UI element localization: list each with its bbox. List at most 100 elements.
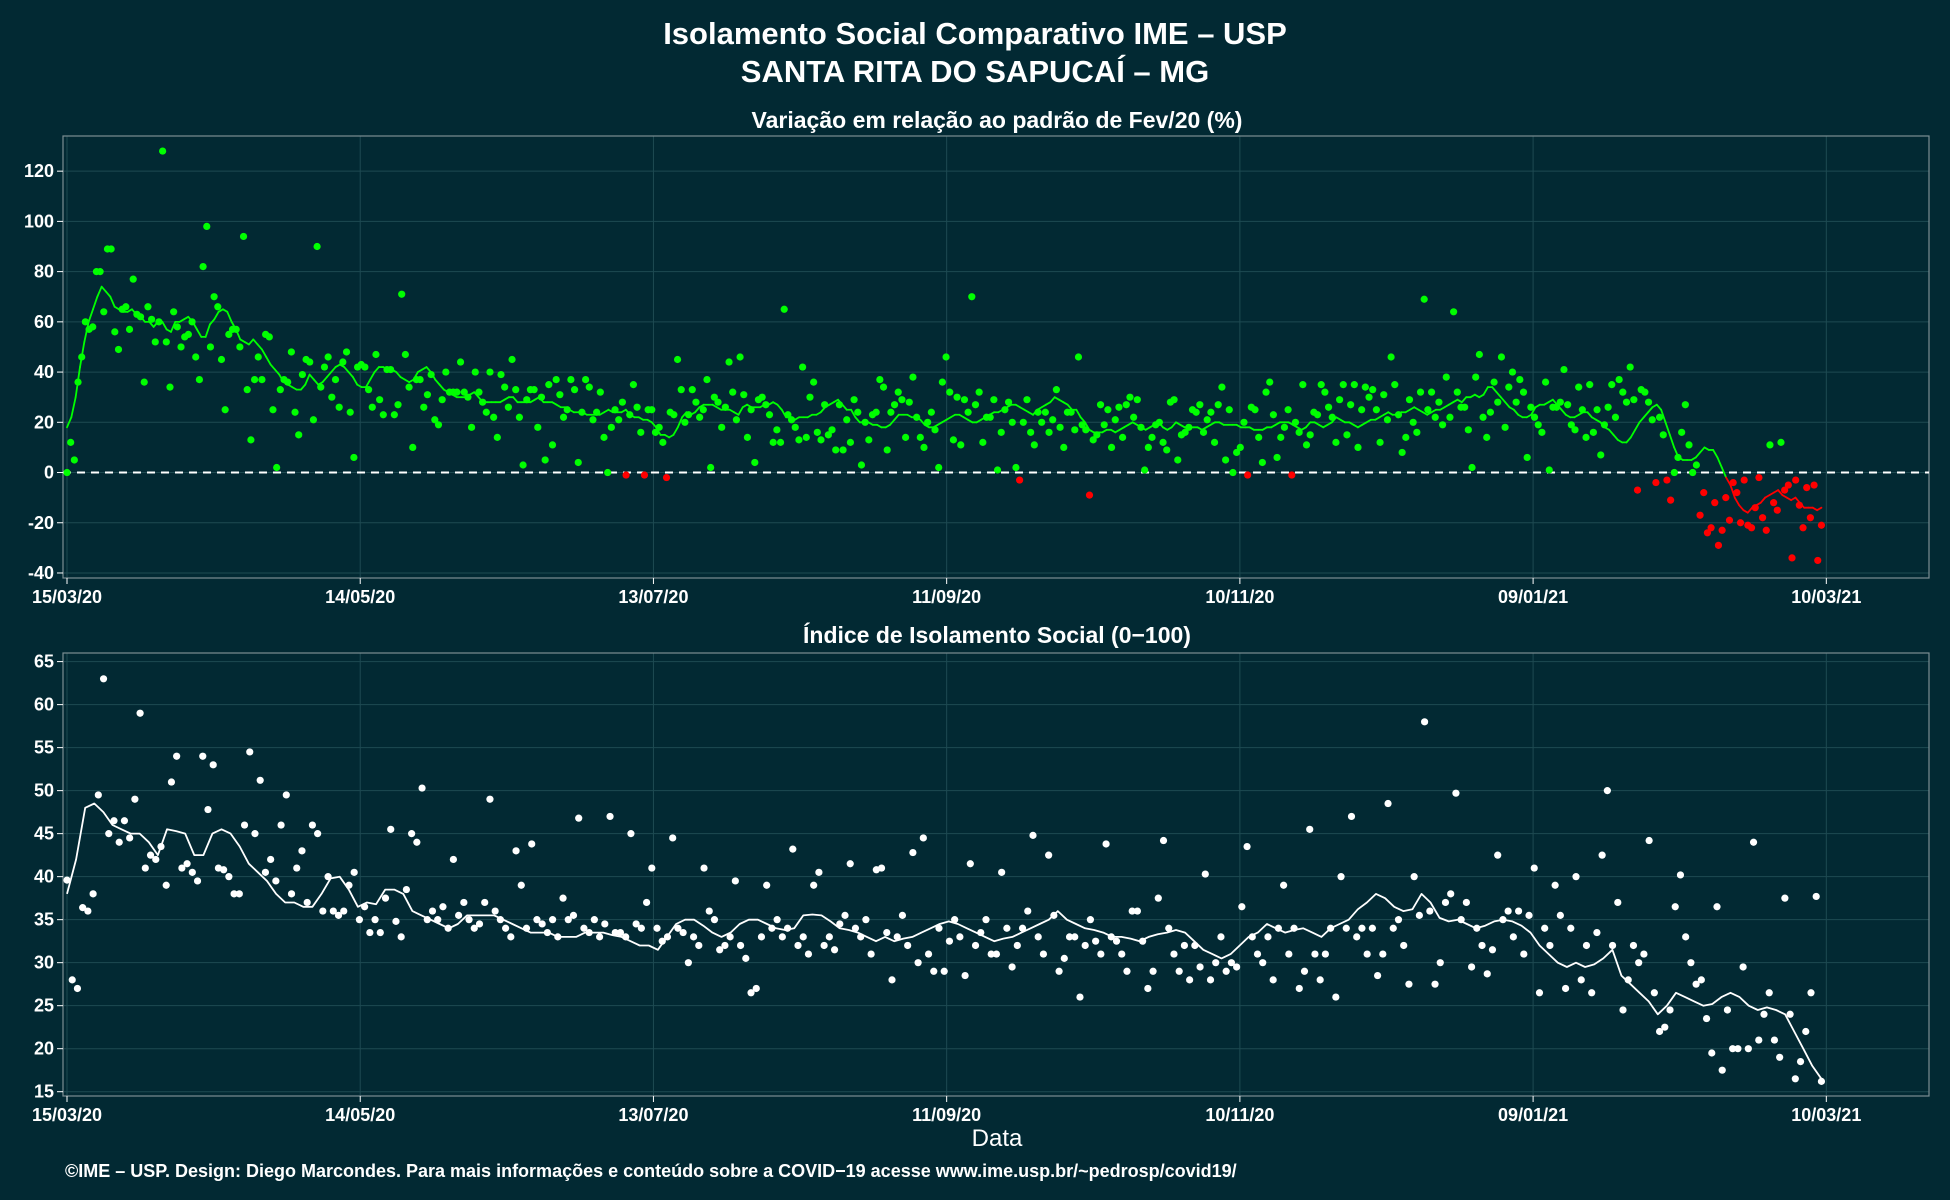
data-point — [1452, 789, 1460, 797]
data-point — [663, 933, 672, 941]
data-point — [79, 904, 87, 912]
data-point — [710, 916, 719, 924]
data-point — [1199, 428, 1208, 436]
y-tick-label: -20 — [28, 513, 54, 533]
data-point — [721, 403, 729, 411]
data-point — [1353, 933, 1361, 941]
data-point — [68, 976, 76, 984]
average-line-segment — [105, 290, 112, 298]
data-point — [1012, 463, 1020, 472]
y-tick-label: 80 — [34, 262, 54, 282]
data-point — [653, 924, 661, 932]
data-point — [246, 748, 254, 756]
data-point — [146, 851, 155, 859]
index-points — [63, 675, 1826, 1085]
data-point — [284, 378, 292, 386]
average-line-segment — [1608, 428, 1615, 436]
data-point — [502, 924, 510, 932]
data-point — [1409, 418, 1417, 426]
data-point — [1102, 840, 1110, 848]
average-line-segment — [1079, 416, 1086, 424]
data-point — [1273, 453, 1281, 462]
data-point — [705, 907, 713, 915]
data-point — [762, 401, 770, 409]
data-point — [287, 348, 295, 356]
data-point — [791, 423, 799, 431]
data-point — [81, 318, 89, 326]
data-point — [632, 920, 640, 928]
average-line-segment — [87, 308, 94, 323]
data-point — [651, 428, 660, 436]
data-point — [742, 954, 750, 962]
data-point — [1457, 916, 1465, 924]
data-point — [1067, 408, 1075, 416]
data-point — [1327, 924, 1335, 932]
data-point — [945, 937, 954, 945]
data-point — [732, 416, 741, 424]
panel2-frame — [62, 652, 1930, 1097]
data-point — [1619, 388, 1627, 396]
data-point — [456, 358, 465, 366]
data-point — [1597, 451, 1605, 459]
data-point — [1328, 413, 1336, 421]
data-point — [637, 428, 645, 436]
data-point — [1630, 396, 1638, 404]
average-line-segment — [1305, 421, 1312, 429]
data-point — [1093, 431, 1101, 439]
data-point — [159, 147, 167, 155]
data-point — [648, 406, 656, 414]
data-point — [136, 313, 145, 321]
data-point — [1817, 521, 1826, 529]
average-line-segment — [1664, 421, 1671, 436]
data-point — [1553, 403, 1561, 411]
data-point — [1398, 448, 1406, 457]
data-point — [541, 456, 549, 464]
average-line-segment — [209, 318, 216, 326]
average-line-segment — [304, 373, 311, 386]
data-point — [1218, 383, 1226, 391]
data-point — [528, 840, 536, 848]
average-line-segment — [919, 418, 926, 426]
data-point — [1781, 894, 1789, 902]
average-line-segment — [148, 320, 155, 328]
data-point — [199, 752, 207, 760]
y-tick-label: 15 — [34, 1082, 54, 1102]
average-line-segment — [196, 328, 203, 338]
data-point — [1667, 496, 1675, 504]
data-point — [1233, 448, 1241, 457]
data-point — [946, 388, 954, 396]
data-point — [1687, 959, 1695, 967]
data-point — [1682, 933, 1690, 941]
data-point — [1729, 478, 1737, 487]
data-point — [67, 438, 75, 446]
data-point — [567, 376, 575, 384]
y-tick-label: -40 — [28, 563, 54, 583]
y-tick-label: 40 — [34, 362, 54, 382]
data-point — [1807, 989, 1815, 997]
data-point — [1442, 373, 1450, 381]
data-point — [467, 423, 476, 431]
data-point — [1527, 403, 1535, 411]
data-point — [1262, 388, 1270, 396]
data-point — [475, 920, 484, 928]
data-point — [1196, 401, 1204, 409]
average-line-segment — [1729, 484, 1736, 499]
average-line-segment — [1512, 408, 1520, 416]
data-point — [794, 941, 802, 950]
data-point — [339, 358, 347, 366]
data-point — [633, 403, 641, 411]
data-point — [1233, 963, 1241, 971]
data-point — [409, 443, 417, 452]
panel1-frame — [62, 135, 1930, 579]
data-point — [1170, 396, 1178, 404]
data-point — [990, 396, 998, 404]
data-point — [1490, 378, 1498, 386]
data-point — [883, 928, 891, 937]
data-point — [423, 391, 432, 399]
data-point — [1723, 1006, 1732, 1014]
data-point — [125, 325, 134, 333]
data-point — [1519, 388, 1528, 396]
data-point — [276, 386, 284, 394]
data-point — [569, 911, 578, 919]
data-point — [1435, 398, 1443, 406]
